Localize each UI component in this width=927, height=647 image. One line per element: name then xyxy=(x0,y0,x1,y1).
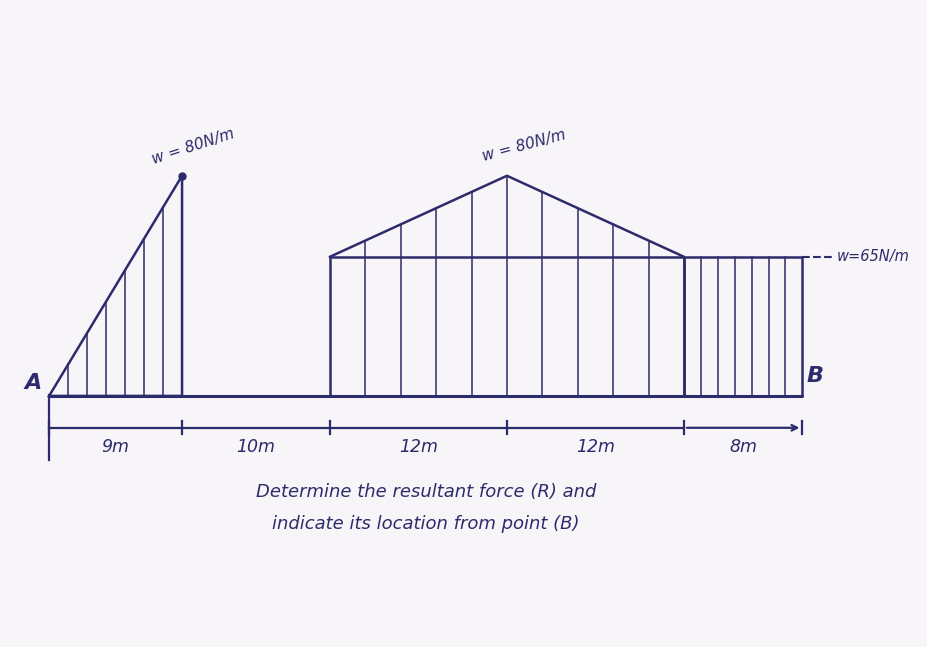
Text: indicate its location from point (B): indicate its location from point (B) xyxy=(272,515,579,532)
Text: 10m: 10m xyxy=(236,438,275,456)
Text: 12m: 12m xyxy=(576,438,615,456)
Text: w=65N/m: w=65N/m xyxy=(837,249,910,265)
Text: 8m: 8m xyxy=(730,438,757,456)
Text: B: B xyxy=(807,366,824,386)
Text: w = 80N/m: w = 80N/m xyxy=(481,127,567,164)
Text: Determine the resultant force (R) and: Determine the resultant force (R) and xyxy=(256,483,596,501)
Text: A: A xyxy=(24,373,42,393)
Text: 9m: 9m xyxy=(102,438,130,456)
Text: w = 80N/m: w = 80N/m xyxy=(150,126,236,167)
Text: 12m: 12m xyxy=(399,438,438,456)
